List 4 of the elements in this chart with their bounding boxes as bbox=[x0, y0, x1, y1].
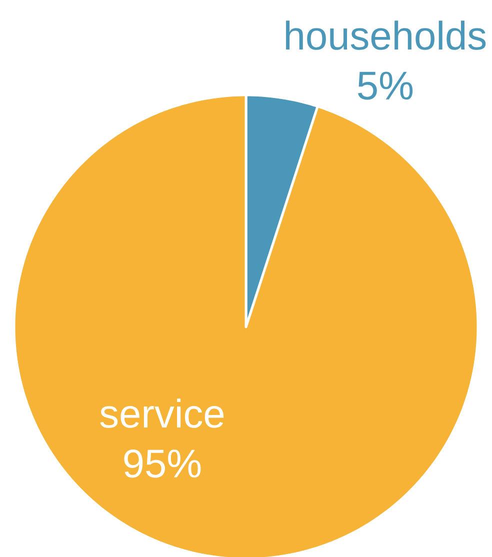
data-label: 95% bbox=[124, 449, 201, 478]
slice-label: service bbox=[100, 398, 224, 428]
slice-label: households bbox=[286, 20, 486, 50]
data-label: 5% bbox=[358, 72, 413, 100]
